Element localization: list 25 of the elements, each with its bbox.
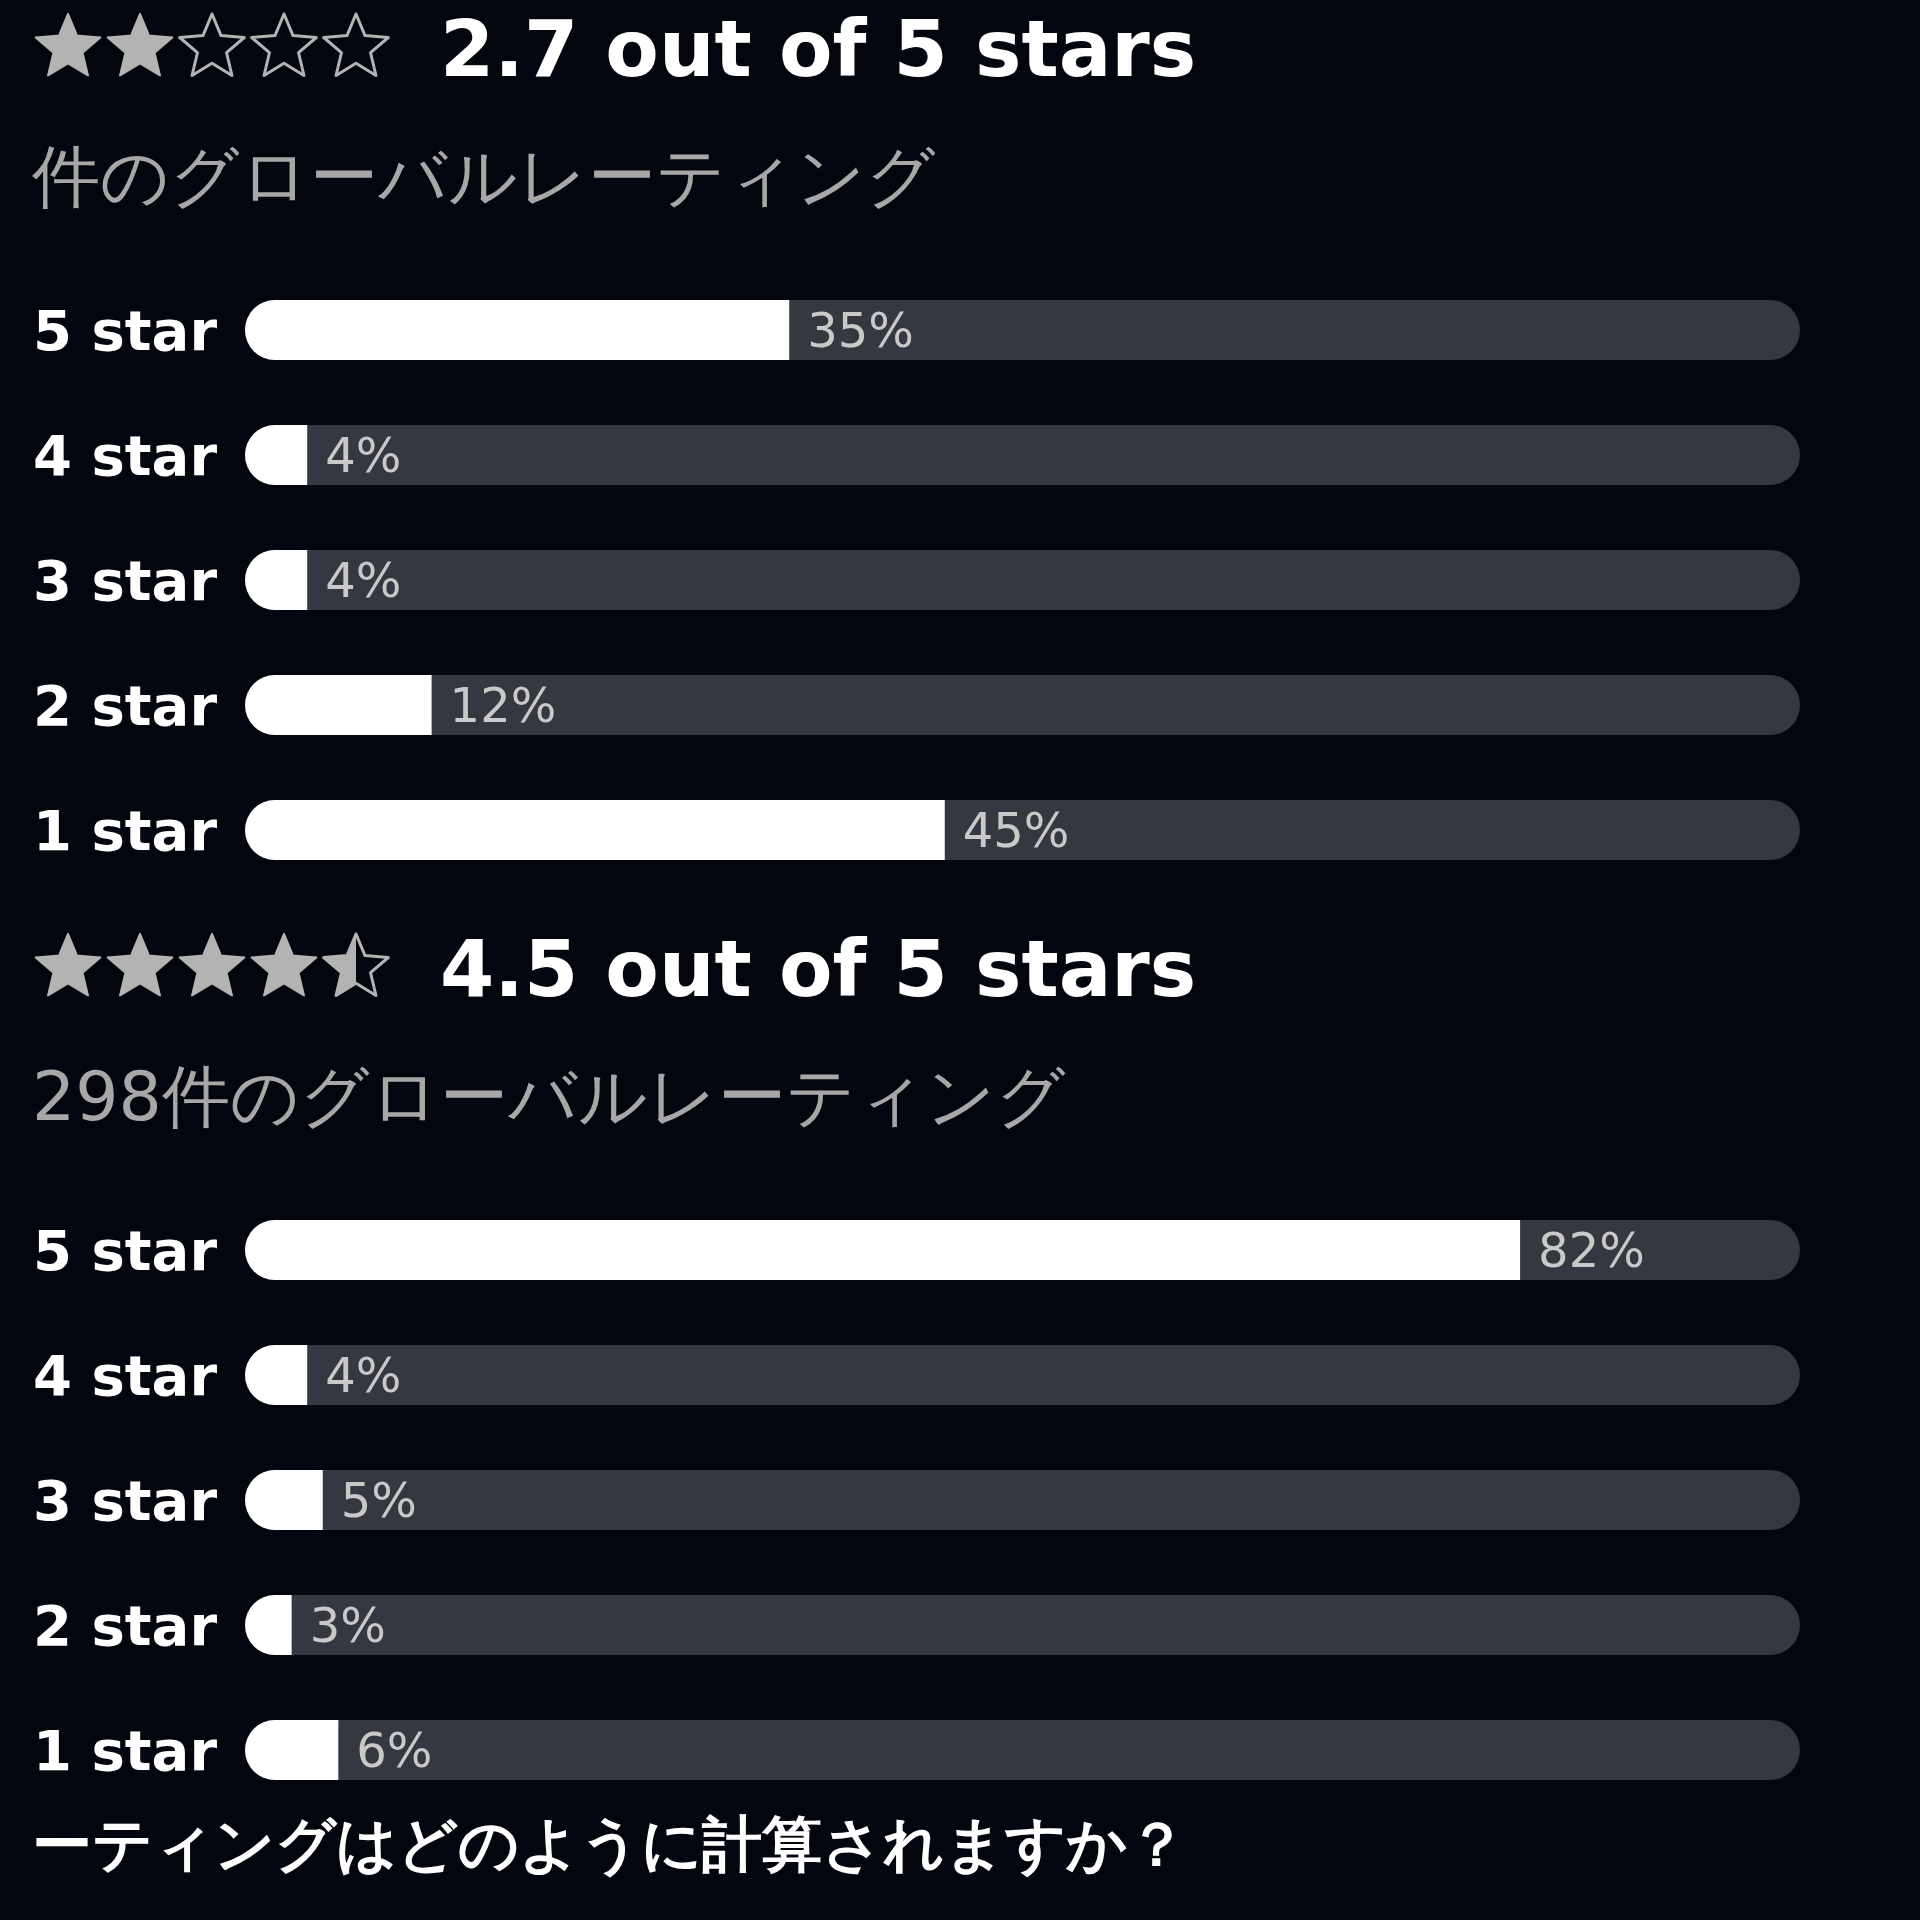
data-label: 12% <box>449 677 557 733</box>
y-tick-label: 5 star <box>33 298 218 363</box>
annotation: ーティングはどのように計算されますか？ <box>32 1809 1187 1879</box>
y-tick-label: 2 star <box>33 673 218 738</box>
y-tick-label: 5 star <box>33 1218 218 1283</box>
data-label: 4% <box>325 552 402 608</box>
y-tick-label: 1 star <box>33 798 218 863</box>
y-tick-label: 4 star <box>33 1343 218 1408</box>
y-tick-label: 3 star <box>33 548 218 613</box>
chart-subtitle: 件のグローバルレーティング <box>32 137 936 216</box>
data-label: 4% <box>325 1347 402 1403</box>
data-label: 6% <box>356 1722 433 1778</box>
chart-title: 4.5 out of 5 stars <box>440 924 1197 1014</box>
y-tick-label: 2 star <box>33 1593 218 1658</box>
data-label: 45% <box>962 802 1070 858</box>
data-label: 5% <box>340 1472 417 1528</box>
y-tick-label: 1 star <box>33 1718 218 1783</box>
y-tick-label: 4 star <box>33 423 218 488</box>
data-label: 82% <box>1538 1222 1645 1278</box>
data-label: 35% <box>807 302 914 358</box>
chart-subtitle: 298件のグローバルレーティング <box>32 1057 1066 1136</box>
data-label: 3% <box>309 1597 386 1653</box>
y-tick-label: 3 star <box>33 1468 218 1533</box>
chart-title: 2.7 out of 5 stars <box>440 4 1197 94</box>
data-label: 4% <box>325 427 402 483</box>
